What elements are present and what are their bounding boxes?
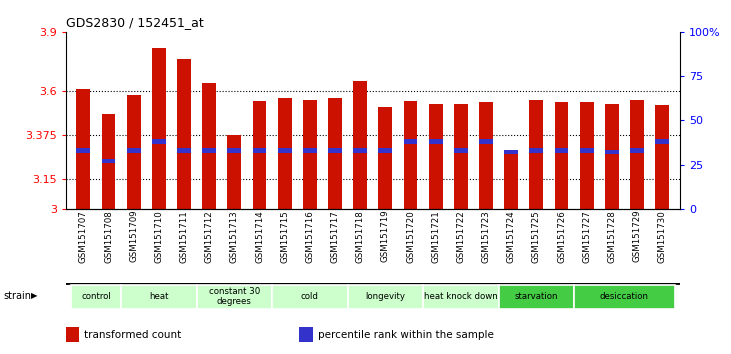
- Text: percentile rank within the sample: percentile rank within the sample: [317, 330, 493, 339]
- Bar: [126, 95, 140, 209]
- Bar: [605, 150, 619, 154]
- Text: GSM151719: GSM151719: [381, 210, 390, 262]
- Text: GSM151722: GSM151722: [456, 210, 466, 263]
- Bar: [580, 102, 594, 209]
- FancyBboxPatch shape: [348, 285, 423, 309]
- Text: GSM151729: GSM151729: [632, 210, 642, 262]
- Text: GSM151714: GSM151714: [255, 210, 264, 263]
- Text: GSM151711: GSM151711: [180, 210, 189, 263]
- FancyBboxPatch shape: [423, 285, 499, 309]
- Bar: [655, 105, 669, 209]
- Text: desiccation: desiccation: [600, 292, 649, 301]
- Text: longevity: longevity: [366, 292, 406, 301]
- Text: GSM151727: GSM151727: [582, 210, 591, 263]
- Bar: [152, 47, 166, 209]
- Text: GSM151713: GSM151713: [230, 210, 239, 263]
- Bar: [404, 101, 417, 209]
- Text: GSM151723: GSM151723: [482, 210, 491, 263]
- Bar: [379, 107, 393, 209]
- Bar: [429, 139, 443, 144]
- Bar: [177, 148, 191, 153]
- Bar: [504, 154, 518, 209]
- Bar: [152, 139, 166, 144]
- Bar: [429, 104, 443, 209]
- Text: strain: strain: [4, 291, 31, 301]
- Text: GSM151712: GSM151712: [205, 210, 213, 263]
- Text: GSM151715: GSM151715: [280, 210, 289, 263]
- Text: constant 30
degrees: constant 30 degrees: [209, 287, 260, 306]
- Bar: [454, 104, 468, 209]
- Text: control: control: [81, 292, 111, 301]
- Bar: [102, 114, 115, 209]
- Text: GSM151708: GSM151708: [104, 210, 113, 263]
- Bar: [202, 148, 216, 153]
- Text: GSM151716: GSM151716: [306, 210, 314, 263]
- FancyBboxPatch shape: [499, 285, 574, 309]
- Text: GSM151730: GSM151730: [658, 210, 667, 263]
- FancyBboxPatch shape: [197, 285, 272, 309]
- Bar: [353, 81, 367, 209]
- Bar: [580, 148, 594, 153]
- Bar: [504, 150, 518, 154]
- Text: GSM151720: GSM151720: [406, 210, 415, 263]
- Bar: [102, 159, 115, 163]
- Bar: [655, 139, 669, 144]
- Bar: [353, 148, 367, 153]
- Bar: [630, 148, 644, 153]
- FancyBboxPatch shape: [71, 285, 121, 309]
- Text: starvation: starvation: [515, 292, 558, 301]
- Bar: [126, 148, 140, 153]
- Text: GSM151725: GSM151725: [532, 210, 541, 263]
- Text: GSM151726: GSM151726: [557, 210, 566, 263]
- Text: GSM151717: GSM151717: [330, 210, 340, 263]
- Bar: [227, 135, 241, 209]
- Bar: [66, 327, 79, 342]
- Bar: [479, 139, 493, 144]
- Bar: [479, 102, 493, 209]
- Bar: [529, 148, 543, 153]
- Bar: [630, 100, 644, 209]
- Bar: [77, 148, 91, 153]
- Text: GDS2830 / 152451_at: GDS2830 / 152451_at: [66, 16, 203, 29]
- FancyBboxPatch shape: [574, 285, 675, 309]
- Bar: [253, 148, 267, 153]
- Bar: [77, 89, 91, 209]
- Bar: [328, 98, 342, 209]
- Text: GSM151709: GSM151709: [129, 210, 138, 262]
- Text: heat knock down: heat knock down: [424, 292, 498, 301]
- Bar: [529, 100, 543, 209]
- Text: GSM151724: GSM151724: [507, 210, 516, 263]
- Bar: [177, 59, 191, 209]
- Text: GSM151707: GSM151707: [79, 210, 88, 263]
- Bar: [555, 102, 569, 209]
- Bar: [555, 148, 569, 153]
- Text: cold: cold: [301, 292, 319, 301]
- Bar: [303, 148, 317, 153]
- Bar: [253, 101, 267, 209]
- Bar: [303, 100, 317, 209]
- Bar: [605, 104, 619, 209]
- Bar: [299, 327, 313, 342]
- Text: GSM151728: GSM151728: [607, 210, 616, 263]
- Text: GSM151721: GSM151721: [431, 210, 440, 263]
- Bar: [404, 139, 417, 144]
- Text: GSM151710: GSM151710: [154, 210, 164, 263]
- Bar: [328, 148, 342, 153]
- FancyBboxPatch shape: [272, 285, 348, 309]
- Bar: [278, 148, 292, 153]
- Bar: [278, 98, 292, 209]
- Bar: [227, 148, 241, 153]
- Text: transformed count: transformed count: [84, 330, 181, 339]
- Bar: [202, 83, 216, 209]
- Text: heat: heat: [149, 292, 169, 301]
- Text: ▶: ▶: [31, 291, 37, 300]
- Bar: [379, 148, 393, 153]
- Text: GSM151718: GSM151718: [356, 210, 365, 263]
- FancyBboxPatch shape: [121, 285, 197, 309]
- Bar: [454, 148, 468, 153]
